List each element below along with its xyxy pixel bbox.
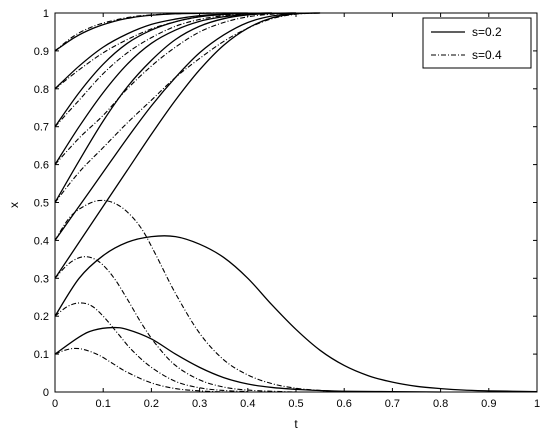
- series-line-16: [54, 256, 297, 393]
- series-line-14: [54, 12, 321, 203]
- x-tick-label: 1: [534, 398, 540, 410]
- series-line-15: [54, 199, 345, 393]
- y-tick-label: 0.4: [34, 235, 49, 247]
- x-tick-label: 0.6: [337, 398, 352, 410]
- axis-ticks: 0 0.1 0.2 0.3 0.4 0.5 0.6 0.7 0.8 0.9 1 0 0.1 0.2 0.3 0…: [34, 8, 540, 410]
- series-line-7: [54, 12, 321, 279]
- series-line-1: [54, 12, 248, 52]
- y-tick-label: 0.7: [34, 122, 49, 134]
- y-tick-label: 0.2: [34, 311, 49, 323]
- series-line-12: [54, 12, 297, 128]
- x-tick-label: 0.5: [288, 398, 303, 410]
- legend-label-s04: s=0.4: [472, 48, 502, 62]
- x-tick-label: 0.8: [433, 398, 448, 410]
- x-tick-label: 0.1: [96, 398, 111, 410]
- x-tick-label: 0.7: [385, 398, 400, 410]
- y-tick-label: 0.3: [34, 273, 49, 285]
- legend: s=0.2 s=0.4: [422, 17, 532, 69]
- y-axis-label: x: [7, 202, 21, 208]
- series-group: [54, 12, 538, 393]
- series-line-18: [54, 347, 224, 393]
- x-tick-label: 0.4: [240, 398, 255, 410]
- series-line-8: [54, 235, 538, 393]
- y-tick-label: 0.6: [34, 160, 49, 172]
- legend-label-s02: s=0.2: [472, 25, 502, 39]
- series-line-11: [54, 12, 272, 90]
- legend-box: [422, 17, 532, 69]
- x-axis-label: t: [294, 417, 298, 431]
- plot-area: [54, 12, 538, 393]
- series-line-17: [54, 302, 248, 393]
- y-tick-label: 0.5: [34, 198, 49, 210]
- x-tick-label: 0.3: [192, 398, 207, 410]
- series-line-13: [54, 12, 297, 165]
- x-tick-label: 0.2: [144, 398, 159, 410]
- y-tick-label: 1: [43, 8, 49, 20]
- y-tick-label: 0.8: [34, 84, 49, 96]
- series-line-5: [54, 12, 297, 203]
- y-tick-label: 0.1: [34, 349, 49, 361]
- x-tick-label: 0: [52, 398, 58, 410]
- x-tick-label: 0.9: [481, 398, 496, 410]
- y-tick-label: 0.9: [34, 46, 49, 58]
- y-tick-label: 0: [43, 387, 49, 399]
- series-line-6: [54, 12, 321, 241]
